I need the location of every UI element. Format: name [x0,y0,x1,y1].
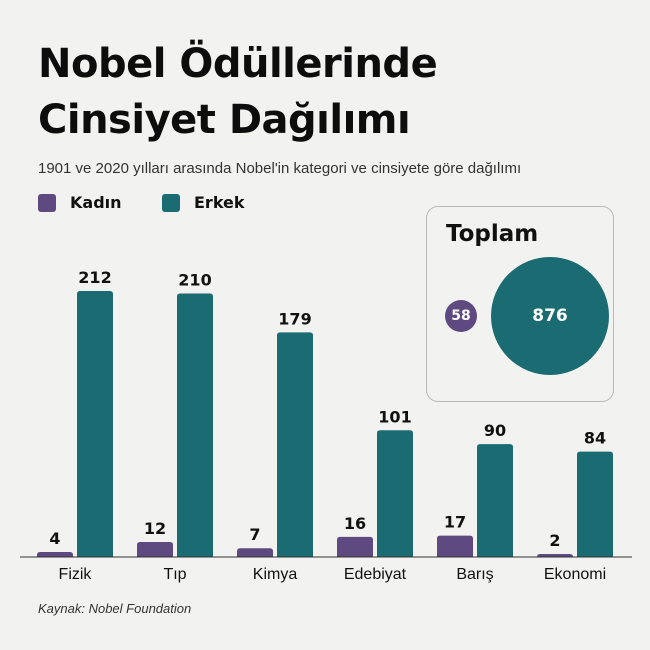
data-label-erkek-4: 90 [484,421,506,440]
bar-kadin-2 [237,548,273,557]
bar-erkek-5 [577,451,613,557]
x-tick-label-3: Edebiyat [344,566,407,583]
data-label-kadin-4: 17 [444,513,466,532]
bar-kadin-1 [137,541,173,557]
bar-kadin-0 [37,551,73,557]
title-line-1: Nobel Ödüllerinde [38,41,438,87]
data-label-erkek-5: 84 [584,429,606,448]
data-label-erkek-2: 179 [278,309,311,328]
x-tick-label-0: Fizik [59,566,93,583]
legend-label-erkek: Erkek [194,193,245,212]
bar-kadin-3 [337,536,373,557]
chart-subtitle: 1901 ve 2020 yılları arasında Nobel'in k… [38,160,522,177]
bar-kadin-4 [437,535,473,557]
total-value-erkek: 876 [532,306,568,326]
bar-erkek-4 [477,444,513,557]
data-label-kadin-2: 7 [249,525,260,544]
chart-title: Nobel Ödüllerinde Cinsiyet Dağılımı [38,36,618,148]
total-title: Toplam [446,221,539,247]
data-label-erkek-1: 210 [178,271,211,290]
total-panel: Toplam 58 876 [426,206,614,402]
title-line-2: Cinsiyet Dağılımı [38,97,411,143]
x-tick-label-4: Barış [456,566,493,583]
legend-swatch-kadin [38,193,56,212]
legend-swatch-erkek [162,193,180,212]
bar-erkek-1 [177,293,213,557]
data-label-kadin-0: 4 [49,529,60,548]
bar-kadin-5 [537,554,573,557]
source-note: Kaynak: Nobel Foundation [38,601,192,616]
x-tick-label-1: Tıp [163,566,186,583]
total-bubble-erkek: 876 [491,257,609,375]
data-label-kadin-3: 16 [344,514,366,533]
bar-erkek-0 [77,291,113,557]
legend-item-kadin: Kadın [38,193,122,212]
legend-label-kadin: Kadın [70,193,122,212]
x-tick-label-2: Kimya [253,566,298,583]
data-label-kadin-5: 2 [549,531,560,550]
bar-erkek-2 [277,332,313,557]
legend-item-erkek: Erkek [162,193,245,212]
bar-erkek-3 [377,430,413,557]
data-label-kadin-1: 12 [144,519,166,538]
data-label-erkek-0: 212 [78,268,111,287]
total-bubble-kadin: 58 [445,300,477,332]
x-tick-label-5: Ekonomi [544,566,606,583]
total-value-kadin: 58 [451,308,471,324]
data-label-erkek-3: 101 [378,407,411,426]
